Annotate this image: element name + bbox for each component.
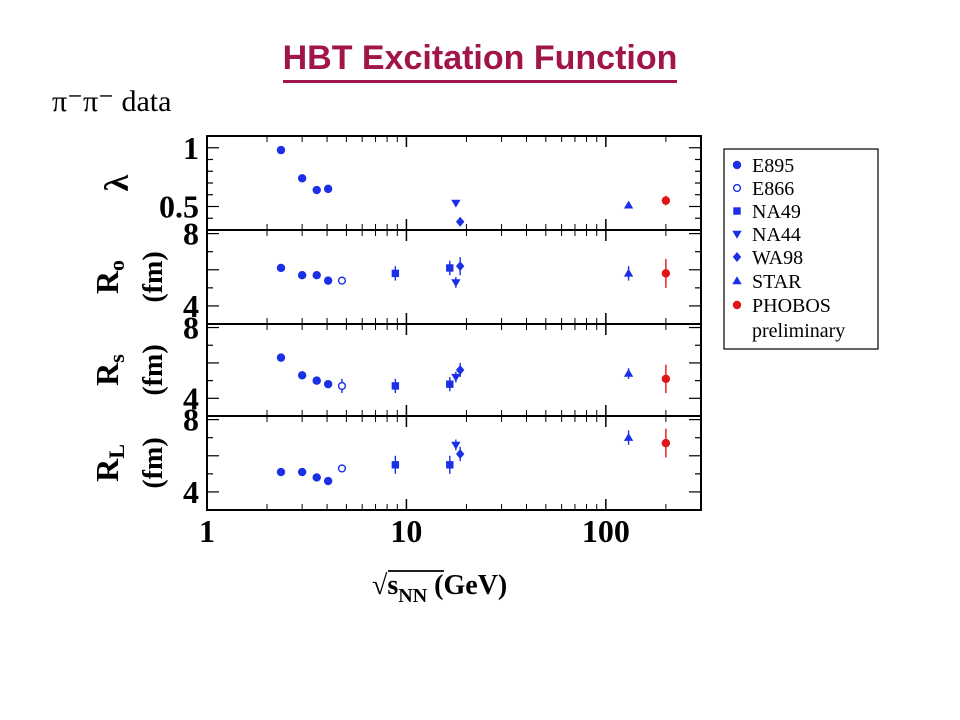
panel-frame bbox=[206, 323, 702, 417]
panel-lambda: 1 0.5 λ bbox=[99, 130, 702, 231]
data-point-na49 bbox=[446, 461, 454, 469]
data-point-na49 bbox=[391, 382, 400, 390]
data-point-star bbox=[623, 200, 634, 209]
legend-item-na44: NA44 bbox=[732, 224, 801, 246]
legend-item-phobos: PHOBOS preliminary bbox=[732, 295, 845, 342]
data-point-na44 bbox=[451, 441, 461, 450]
y-axis-unit: (fm) bbox=[138, 344, 169, 395]
panel-frame bbox=[206, 415, 702, 511]
legend-box bbox=[723, 148, 879, 350]
y-tick-label: 4 bbox=[183, 288, 199, 324]
data-point-e895 bbox=[297, 371, 307, 380]
y-axis-unit: (fm) bbox=[138, 437, 169, 488]
data-point-phobos bbox=[661, 196, 671, 205]
data-point-phobos bbox=[661, 438, 671, 448]
y-tick-label: 8 bbox=[183, 216, 199, 252]
data-point-e866 bbox=[337, 276, 347, 285]
y-axis-label: Rs bbox=[89, 354, 129, 386]
legend-label: E895 bbox=[752, 155, 794, 177]
legend-label: WA98 bbox=[752, 247, 803, 269]
data-point-e895 bbox=[312, 473, 321, 482]
y-axis-label: RL bbox=[89, 444, 129, 482]
legend-item-e866: E866 bbox=[732, 178, 794, 200]
data-point-e895 bbox=[323, 379, 333, 389]
x-axis-label: √sNN (GeV) bbox=[372, 570, 507, 607]
legend-label: STAR bbox=[752, 271, 802, 293]
data-point-na49 bbox=[446, 264, 454, 272]
panel-frame bbox=[206, 229, 702, 325]
data-point-na49 bbox=[446, 380, 454, 388]
slide-subtitle: π⁻π⁻ data bbox=[52, 85, 172, 118]
data-point-na44 bbox=[451, 279, 461, 288]
data-point-e895 bbox=[323, 476, 333, 486]
data-point-na49 bbox=[391, 269, 400, 278]
y-tick-label: 8 bbox=[183, 402, 199, 438]
data-point-star bbox=[623, 368, 634, 377]
data-point-phobos bbox=[661, 269, 671, 278]
panel-RL: 8 4 RL (fm) bbox=[89, 402, 702, 511]
legend-marker bbox=[732, 183, 742, 193]
legend-label: E866 bbox=[752, 178, 794, 200]
data-point-wa98 bbox=[455, 365, 465, 375]
x-tick-label: 1 bbox=[199, 513, 215, 549]
slide-title: HBT Excitation Function bbox=[0, 38, 960, 83]
data-point-phobos bbox=[661, 374, 671, 384]
y-axis-unit: (fm) bbox=[138, 251, 169, 302]
data-point-e895 bbox=[312, 270, 321, 280]
legend-marker bbox=[732, 160, 742, 170]
x-tick-label: 100 bbox=[582, 513, 630, 549]
data-point-e895 bbox=[276, 263, 286, 273]
x-tick-label: 10 bbox=[390, 513, 422, 549]
data-point-star bbox=[623, 432, 634, 441]
data-point-na44 bbox=[451, 199, 461, 208]
data-point-e895 bbox=[276, 353, 286, 362]
y-axis-label: λ bbox=[99, 174, 136, 191]
data-point-e895 bbox=[323, 184, 333, 194]
data-point-e895 bbox=[312, 376, 321, 385]
legend-marker bbox=[732, 230, 742, 239]
data-point-wa98 bbox=[455, 448, 465, 459]
data-point-e866 bbox=[337, 464, 347, 473]
slide-title-text: HBT Excitation Function bbox=[282, 38, 678, 83]
legend-label: NA49 bbox=[752, 201, 801, 223]
panel-Ro: 8 4 Ro (fm) bbox=[89, 216, 702, 325]
y-tick-label: 4 bbox=[183, 474, 199, 510]
x-axis-label-text: √sNN (GeV) bbox=[372, 570, 507, 607]
data-point-star bbox=[623, 268, 634, 277]
y-axis-label: Ro bbox=[89, 260, 129, 294]
data-point-na44 bbox=[451, 373, 461, 382]
legend-label: PHOBOS bbox=[752, 295, 831, 317]
data-point-wa98 bbox=[455, 261, 465, 272]
legend-marker bbox=[732, 300, 742, 310]
panel-Rs: 8 4 Rs (fm) bbox=[89, 310, 702, 417]
legend-item-wa98: WA98 bbox=[732, 247, 803, 269]
y-tick-label: 1 bbox=[183, 130, 199, 166]
y-tick-label: 0.5 bbox=[159, 189, 199, 225]
data-point-e895 bbox=[297, 270, 307, 280]
y-tick-label: 8 bbox=[183, 310, 199, 346]
legend-item-star: STAR bbox=[732, 271, 802, 293]
data-point-e866 bbox=[337, 381, 347, 391]
legend-item-e895: E895 bbox=[732, 155, 794, 177]
data-point-e895 bbox=[297, 467, 307, 477]
data-point-wa98 bbox=[455, 216, 465, 227]
legend-marker bbox=[732, 252, 742, 262]
legend-item-na49: NA49 bbox=[733, 201, 801, 223]
legend-label-2: preliminary bbox=[752, 320, 845, 342]
data-point-e895 bbox=[276, 145, 286, 155]
data-point-e895 bbox=[276, 467, 286, 477]
data-point-e895 bbox=[323, 276, 333, 285]
legend-label: NA44 bbox=[752, 224, 801, 246]
legend-marker bbox=[732, 276, 742, 285]
data-point-e895 bbox=[297, 174, 307, 183]
data-point-na49 bbox=[391, 461, 400, 469]
legend-marker bbox=[733, 207, 741, 215]
y-tick-label: 4 bbox=[183, 380, 199, 416]
data-point-e895 bbox=[312, 185, 321, 195]
